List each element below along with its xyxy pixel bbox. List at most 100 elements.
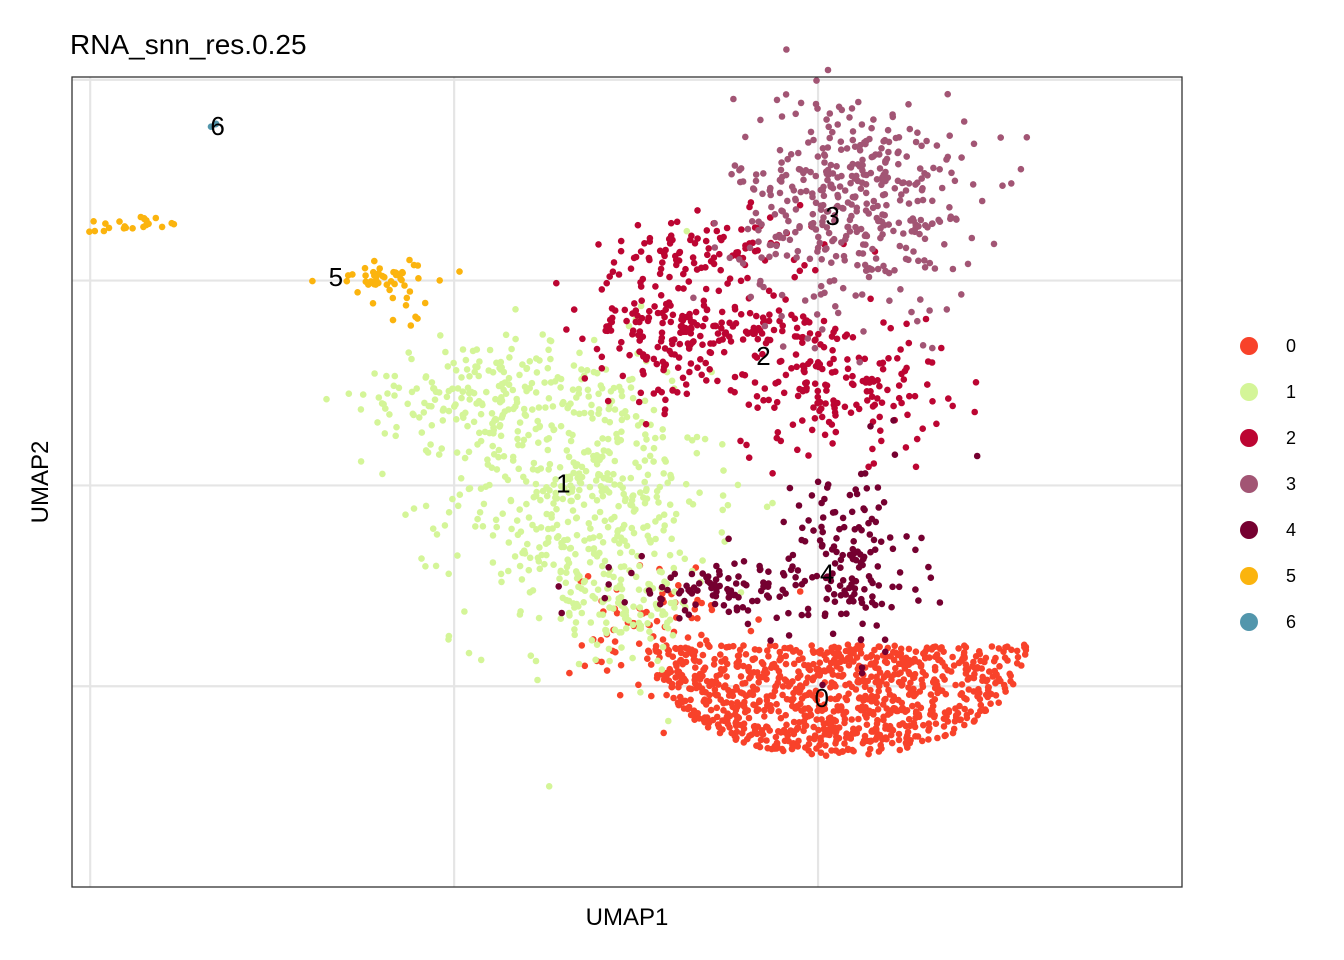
- cluster-0-point: [718, 642, 725, 650]
- cluster-2-point: [652, 283, 659, 290]
- cluster-4-point: [819, 528, 826, 536]
- cluster-3-point: [773, 242, 780, 250]
- cluster-4-point: [804, 611, 812, 619]
- cluster-3-point: [949, 265, 957, 273]
- cluster-5-point: [410, 261, 418, 269]
- cluster-5-point: [349, 271, 356, 278]
- cluster-2-point: [912, 463, 920, 471]
- cluster-3-point: [752, 177, 760, 185]
- cluster-4-point: [833, 535, 840, 542]
- cluster-4-point: [675, 590, 683, 597]
- cluster-1-point: [474, 441, 481, 448]
- cluster-0-point: [867, 686, 874, 694]
- cluster-0-point: [733, 686, 741, 693]
- cluster-2-point: [676, 248, 684, 256]
- cluster-1-point: [582, 467, 590, 475]
- cluster-1-point: [497, 432, 505, 440]
- cluster-1-point: [578, 366, 585, 373]
- cluster-2-point: [634, 221, 642, 229]
- cluster-1-point: [769, 499, 776, 507]
- cluster-3-point: [771, 211, 779, 218]
- cluster-3-point: [837, 146, 845, 153]
- cluster-3-point: [968, 234, 976, 242]
- cluster-3-point: [873, 176, 881, 183]
- cluster-2-point: [823, 387, 830, 394]
- cluster-0-point: [884, 711, 892, 718]
- cluster-0-point: [868, 651, 875, 659]
- cluster-1-point: [459, 346, 467, 353]
- cluster-0-point: [856, 694, 864, 701]
- cluster-1-point: [569, 507, 577, 514]
- cluster-1-point: [535, 404, 543, 411]
- cluster-5-point: [137, 213, 145, 221]
- cluster-3-point: [953, 216, 960, 223]
- cluster-0-point: [728, 700, 735, 707]
- cluster-0-point: [665, 650, 672, 658]
- cluster-0-point: [776, 648, 784, 656]
- cluster-2-point: [799, 313, 807, 320]
- cluster-4-point: [849, 545, 857, 553]
- cluster-0-point: [755, 646, 763, 654]
- cluster-1-point: [452, 367, 460, 374]
- cluster-5-point: [309, 277, 316, 285]
- cluster-2-point: [737, 311, 745, 318]
- cluster-0-point: [842, 708, 850, 716]
- cluster-1-point: [668, 535, 675, 543]
- cluster-5-point: [456, 268, 463, 275]
- cluster-3-point: [792, 206, 800, 213]
- cluster-4-point: [839, 514, 847, 522]
- cluster-1-point: [661, 578, 668, 585]
- data-points: [86, 46, 1031, 790]
- cluster-1-point: [659, 433, 667, 441]
- cluster-1-point: [604, 435, 612, 443]
- cluster-1-point: [621, 609, 629, 617]
- cluster-0-point: [726, 724, 733, 731]
- cluster-5-point: [398, 276, 405, 284]
- cluster-2-point: [679, 374, 687, 382]
- cluster-0-point: [837, 665, 844, 673]
- cluster-3-point: [836, 183, 844, 190]
- cluster-1-point: [654, 657, 661, 665]
- cluster-3-point: [794, 247, 802, 255]
- cluster-3-point: [766, 241, 774, 249]
- cluster-0-point: [676, 693, 684, 701]
- cluster-3-point: [900, 230, 907, 237]
- cluster-1-point: [510, 405, 517, 413]
- cluster-1-point: [519, 361, 526, 368]
- cluster-3-point: [793, 254, 800, 261]
- cluster-1-point: [469, 347, 477, 355]
- cluster-1-point: [453, 416, 460, 423]
- cluster-1-point: [443, 393, 451, 401]
- cluster-4-point: [836, 582, 844, 589]
- cluster-3-point: [817, 282, 825, 290]
- cluster-3-point: [915, 257, 922, 265]
- cluster-3-point: [827, 181, 834, 189]
- cluster-1-point: [523, 500, 530, 508]
- cluster-4-point: [558, 609, 565, 617]
- cluster-1-point: [483, 388, 490, 396]
- cluster-0-point: [919, 683, 927, 691]
- cluster-3-point: [946, 204, 953, 211]
- cluster-1-point: [621, 497, 629, 505]
- cluster-2-point: [611, 307, 619, 314]
- cluster-2-point: [691, 240, 699, 247]
- cluster-2-point: [746, 309, 754, 317]
- cluster-4-point: [704, 578, 712, 585]
- cluster-0-point: [746, 674, 753, 682]
- cluster-0-point: [779, 683, 787, 690]
- cluster-1-point: [507, 497, 515, 505]
- cluster-3-point: [848, 212, 855, 220]
- cluster-2-point: [794, 446, 801, 454]
- cluster-3-point: [778, 207, 785, 214]
- cluster-4-point: [773, 614, 780, 622]
- legend-label-4: 4: [1286, 520, 1296, 540]
- cluster-2-point: [791, 273, 798, 281]
- cluster-0-point: [776, 672, 784, 680]
- cluster-5-point: [402, 302, 410, 309]
- cluster-2-point: [659, 319, 666, 327]
- cluster-0-point: [898, 654, 906, 662]
- cluster-1-point: [548, 511, 555, 518]
- cluster-2-point: [702, 315, 709, 323]
- cluster-4-point: [708, 584, 715, 592]
- cluster-3-point: [812, 172, 820, 180]
